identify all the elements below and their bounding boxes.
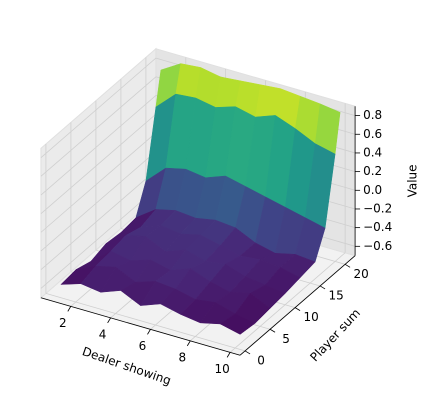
grid-line	[40, 132, 157, 233]
grid-line	[40, 188, 157, 289]
tick-mark	[294, 307, 301, 311]
tick-mark	[244, 350, 251, 355]
axis-line	[40, 297, 241, 356]
grid-line	[40, 57, 157, 158]
z-axis-label: Value	[406, 164, 420, 197]
tick-mark	[226, 352, 231, 358]
tick-mark	[344, 263, 351, 268]
z-tick-label: 0.0	[363, 183, 382, 197]
axis-line	[239, 255, 356, 356]
x-tick-label: 2	[59, 316, 67, 330]
grid-line	[40, 169, 157, 271]
tick-mark	[67, 306, 72, 312]
surface-patch	[219, 313, 256, 335]
tick-mark	[107, 317, 111, 324]
grid-line	[45, 293, 246, 352]
z-tick-label: −0.4	[363, 220, 392, 234]
x-tick-label: 4	[99, 327, 107, 341]
x-tick-label: 10	[214, 362, 229, 376]
tick-mark	[147, 329, 151, 335]
tick-mark	[269, 328, 276, 333]
grid-line	[40, 95, 157, 196]
grid-line	[40, 151, 157, 252]
tick-mark	[319, 285, 326, 290]
z-tick-label: 0.4	[363, 145, 382, 159]
y-tick-label: 0	[257, 353, 265, 367]
x-tick-label: 6	[139, 339, 147, 353]
z-tick-label: 0.8	[363, 108, 382, 122]
x-axis-label: Dealer showing	[80, 344, 173, 388]
tick-mark	[186, 340, 191, 347]
y-tick-label: 5	[282, 332, 290, 346]
grid-line	[40, 76, 157, 177]
z-tick-label: 0.2	[363, 164, 382, 178]
grid-line	[229, 252, 346, 353]
grid-line	[40, 113, 157, 215]
z-tick-label: −0.2	[363, 201, 392, 215]
z-tick-label: 0.6	[363, 127, 382, 141]
y-tick-label: 20	[353, 267, 368, 281]
y-tick-label: 15	[328, 288, 343, 302]
x-tick-label: 8	[178, 350, 186, 364]
z-tick-label: −0.6	[363, 239, 392, 253]
y-tick-label: 10	[303, 310, 318, 324]
